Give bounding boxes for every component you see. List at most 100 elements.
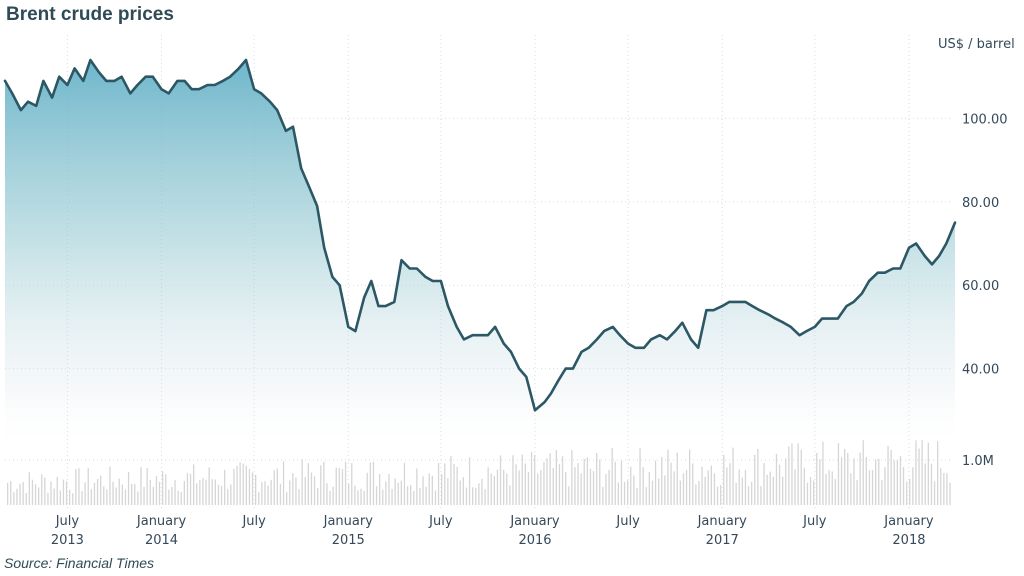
volume-bar (394, 478, 396, 505)
x-tick-label: January (697, 514, 748, 529)
volume-bar (822, 441, 824, 505)
volume-bar (530, 451, 533, 505)
volume-bar (152, 486, 154, 505)
volume-bar (28, 472, 30, 505)
volume-bar (205, 479, 207, 505)
volume-bar (782, 476, 784, 505)
volume-bar (732, 447, 734, 505)
volume-bar (527, 471, 530, 505)
volume-bar (16, 488, 18, 505)
volume-bar (713, 473, 716, 505)
volume-bar (59, 490, 61, 505)
volume-bar (100, 475, 102, 505)
volume-bar (642, 467, 644, 505)
volume-bar (307, 463, 309, 505)
x-tick-label: July (428, 514, 453, 529)
volume-bar (251, 472, 254, 505)
volume-bar (580, 473, 582, 505)
volume-bar (227, 488, 229, 505)
volume-bar (524, 463, 526, 505)
volume-bar (214, 479, 216, 505)
volume-bar (636, 487, 638, 505)
volume-bar (561, 456, 564, 505)
volume-bar (313, 476, 316, 505)
volume-bar (729, 463, 731, 505)
volume-bar (388, 474, 390, 505)
volume-bar (778, 464, 781, 505)
volume-bar (772, 476, 774, 505)
volume-bar (825, 473, 827, 505)
volume-bar (819, 459, 821, 505)
volume-bar (834, 479, 836, 505)
volume-bar (902, 467, 905, 505)
volume-bar (465, 487, 468, 505)
volume-bar (224, 469, 226, 505)
volume-bar (540, 470, 542, 505)
volume-bar (397, 482, 399, 505)
volume-bar (809, 477, 812, 505)
volume-bar (248, 469, 251, 505)
volume-bar (444, 463, 446, 505)
volume-bar (744, 470, 747, 505)
volume-bar (896, 460, 898, 505)
volume-bar (75, 469, 77, 505)
volume-bar (245, 465, 247, 505)
volume-bar (534, 455, 536, 505)
volume-bar (558, 464, 561, 505)
volume-bar (422, 476, 424, 505)
x-tick-year: 2014 (145, 533, 178, 548)
volume-bar (360, 488, 362, 505)
volume-bar (419, 487, 421, 505)
volume-bar (865, 457, 867, 505)
volume-bar (803, 467, 805, 505)
volume-bar (279, 483, 282, 505)
volume-bar (301, 459, 303, 505)
volume-bar (348, 483, 350, 505)
x-tick-label: January (883, 514, 934, 529)
volume-bar (25, 493, 27, 505)
volume-bar (292, 473, 294, 505)
volume-bar (763, 463, 765, 505)
volume-bar (22, 482, 24, 505)
volume-bar (282, 461, 285, 505)
volume-bar (62, 479, 65, 505)
volume-bar (391, 488, 393, 505)
volume-bar (757, 449, 759, 505)
volume-bar (276, 468, 278, 505)
volume-bar (140, 467, 142, 505)
volume-bar (813, 480, 815, 505)
volume-bar (475, 487, 477, 505)
volume-bar (921, 440, 923, 505)
volume-bar (335, 467, 337, 505)
volume-bar (831, 471, 833, 505)
volume-bar (7, 482, 9, 505)
volume-bar (546, 458, 548, 505)
volume-bar (50, 481, 52, 505)
volume-bar (354, 485, 356, 505)
volume-bar (893, 460, 895, 505)
volume-bar (211, 479, 213, 505)
volume-bar (431, 475, 433, 505)
volume-bar (326, 483, 328, 505)
volume-bar (158, 481, 161, 505)
source-note: Source: Financial Times (4, 555, 155, 571)
volume-bar (937, 441, 939, 505)
volume-bar (800, 449, 802, 505)
volume-bar (193, 464, 195, 505)
volume-bar (707, 470, 709, 505)
volume-bar (255, 475, 257, 505)
volume-bar (844, 449, 846, 505)
volume-bar (611, 448, 613, 505)
volume-bar (199, 479, 201, 505)
volume-bar (605, 473, 607, 505)
volume-bar (630, 466, 632, 505)
volume-bar (670, 462, 672, 505)
volume-bar (131, 483, 133, 505)
price-line-group (3, 58, 957, 412)
volume-bar (499, 455, 502, 505)
volume-bar (766, 474, 768, 505)
volume-bar (34, 484, 37, 505)
volume-bar (351, 463, 353, 505)
volume-bar (320, 465, 322, 505)
volume-bar (856, 480, 858, 505)
